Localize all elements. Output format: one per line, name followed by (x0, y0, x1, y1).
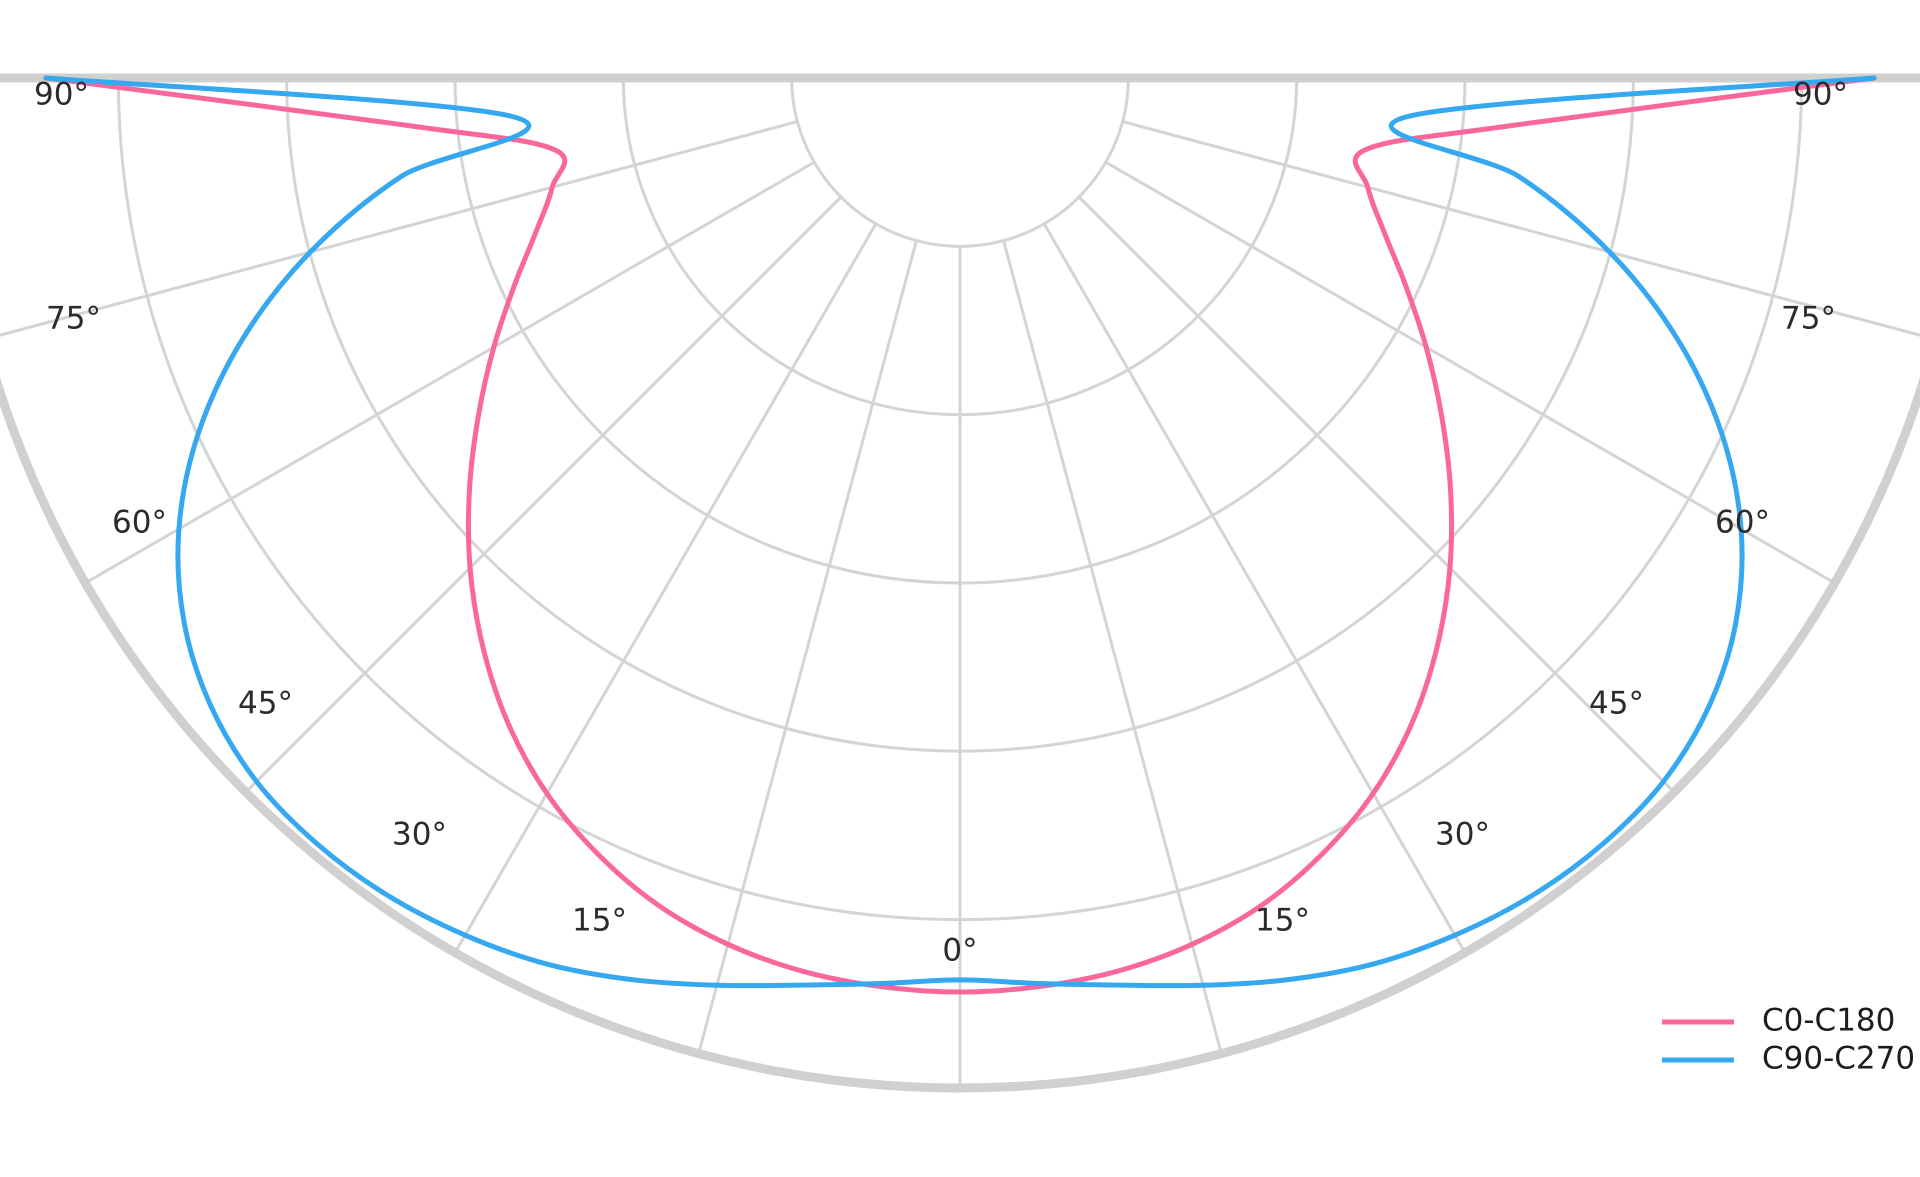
angular-grid-spokes (0, 120, 1920, 1090)
angle-label-right-0: 90° (1793, 77, 1848, 113)
grid-spoke (1077, 195, 1676, 794)
grid-spoke (1104, 160, 1837, 585)
curve-c90-c270 (43, 75, 1877, 989)
grid-ring (790, 76, 1130, 248)
grid-spoke (453, 222, 878, 955)
distribution-curves (43, 75, 1877, 995)
outer-arc (0, 376, 1920, 1093)
grid-spoke (0, 120, 799, 337)
legend-label-1: C90-C270 (1762, 1041, 1915, 1077)
grid-spoke (1002, 239, 1223, 1056)
angle-label-right-4: 30° (1435, 817, 1490, 853)
angle-label-right-3: 45° (1589, 686, 1644, 722)
angle-label-left-5: 15° (572, 903, 627, 939)
angle-label-center: 0° (942, 933, 977, 969)
angle-label-right-5: 15° (1255, 903, 1310, 939)
grid-spoke (1042, 222, 1467, 955)
grid-spoke (1121, 120, 1920, 337)
angle-label-right-1: 75° (1781, 301, 1836, 337)
angle-label-left-0: 90° (34, 77, 89, 113)
angle-label-right-2: 60° (1715, 505, 1770, 541)
curve-c0-c180 (43, 75, 1877, 995)
angle-label-left-4: 30° (392, 817, 447, 853)
outer-boundary-arc (0, 73, 1920, 1093)
grid-spoke (83, 160, 816, 585)
grid-spoke (697, 239, 918, 1056)
grid-spoke (244, 195, 843, 794)
angle-label-left-2: 60° (112, 505, 167, 541)
legend-label-0: C0-C180 (1762, 1003, 1895, 1039)
angle-label-left-1: 75° (46, 301, 101, 337)
angle-label-left-3: 45° (238, 686, 293, 722)
angle-tick-labels: 90° 75° 60° 45° 30° 15° 90° 75° 60° 45° 30° 15° 0° (34, 77, 1848, 969)
